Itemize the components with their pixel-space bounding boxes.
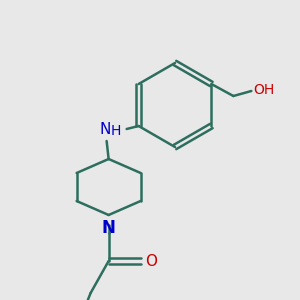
Text: OH: OH <box>254 83 274 97</box>
Text: H: H <box>111 124 121 138</box>
Text: N: N <box>102 219 116 237</box>
Text: N: N <box>100 122 111 137</box>
Text: O: O <box>145 254 157 268</box>
